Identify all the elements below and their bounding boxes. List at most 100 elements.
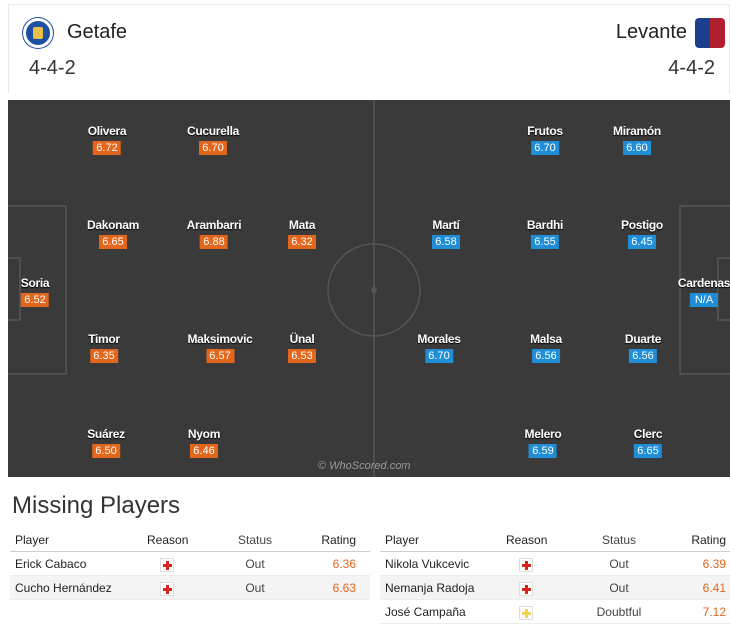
home-missing-table: Player Reason Status Rating Erick Cabaco… — [10, 528, 370, 600]
player-rating: 6.53 — [288, 349, 316, 363]
doubtful-icon — [519, 605, 533, 620]
player-name: Miramón — [613, 124, 661, 138]
player-rating: 6.59 — [528, 444, 557, 458]
table-row[interactable]: Nikola Vukcevic Out 6.39 — [380, 552, 730, 576]
column-header-status: Status — [601, 533, 637, 547]
column-header-reason: Reason — [506, 533, 548, 547]
player-rating: 6.52 — [20, 293, 49, 307]
player-name: Duarte — [624, 332, 662, 346]
missing-player-name[interactable]: Erick Cabaco — [15, 557, 87, 571]
player-name: Timor — [88, 332, 120, 346]
player-away[interactable]: Malsa 6.56 — [530, 332, 562, 364]
player-rating: 6.65 — [634, 444, 662, 458]
player-home[interactable]: Ünal 6.53 — [288, 332, 316, 364]
reason-cell — [511, 557, 541, 572]
team-header: Getafe 4-4-2 Levante 4-4-2 — [8, 4, 730, 94]
player-home[interactable]: Suárez 6.50 — [87, 427, 125, 459]
player-home[interactable]: Maksimovic 6.57 — [187, 332, 253, 364]
player-home[interactable]: Nyom 6.46 — [188, 427, 220, 459]
player-rating: 6.70 — [199, 141, 227, 155]
player-home[interactable]: Dakonam 6.65 — [87, 218, 139, 250]
player-name: Mata — [288, 218, 316, 232]
reason-cell — [152, 581, 182, 596]
player-home[interactable]: Mata 6.32 — [288, 218, 316, 250]
player-away[interactable]: Duarte 6.56 — [625, 332, 661, 364]
rating-cell: 6.63 — [332, 581, 356, 595]
player-away-gk[interactable]: Cardenas N/A — [678, 276, 730, 308]
column-header-player: Player — [385, 533, 420, 547]
status-cell: Out — [609, 581, 629, 595]
watermark: © WhoScored.com — [318, 460, 411, 472]
column-header-player: Player — [15, 533, 50, 547]
rating-cell: 6.39 — [702, 557, 726, 571]
table-row[interactable]: Nemanja Radoja Out 6.41 — [380, 576, 730, 600]
player-rating: 6.70 — [531, 141, 559, 155]
away-team-name[interactable]: Levante — [615, 21, 687, 43]
reason-cell — [511, 605, 541, 620]
player-home[interactable]: Timor 6.35 — [88, 332, 120, 364]
home-team-name[interactable]: Getafe — [67, 21, 128, 43]
table-header: Player Reason Status Rating — [10, 528, 370, 552]
column-header-status: Status — [237, 533, 273, 547]
player-away[interactable]: Frutos 6.70 — [527, 124, 563, 156]
player-name: Arambarri — [186, 218, 242, 232]
player-away[interactable]: Morales 6.70 — [417, 332, 461, 364]
missing-player-name[interactable]: Nemanja Radoja — [385, 581, 475, 595]
rating-cell: 7.12 — [702, 605, 726, 619]
column-header-rating: Rating — [691, 533, 726, 547]
player-rating: N/A — [689, 293, 718, 307]
player-away[interactable]: Miramón 6.60 — [613, 124, 661, 156]
player-name: Postigo — [621, 218, 663, 232]
player-home-gk[interactable]: Soria 6.52 — [21, 276, 50, 308]
player-home[interactable]: Cucurella 6.70 — [187, 124, 239, 156]
player-name: Frutos — [527, 124, 563, 138]
player-away[interactable]: Clerc 6.65 — [634, 427, 663, 459]
missing-player-name[interactable]: José Campaña — [385, 605, 466, 619]
getafe-crest-icon[interactable] — [23, 18, 53, 48]
injury-icon — [519, 557, 533, 572]
away-missing-table: Player Reason Status Rating Nikola Vukce… — [380, 528, 730, 624]
player-rating: 6.57 — [205, 349, 234, 363]
player-away[interactable]: Melero 6.59 — [525, 427, 562, 459]
player-rating: 6.70 — [424, 349, 453, 363]
player-name: Malsa — [530, 332, 562, 346]
player-rating: 6.35 — [90, 349, 118, 363]
missing-players-title: Missing Players — [12, 492, 181, 519]
player-name: Ünal — [289, 332, 315, 346]
levante-crest-icon[interactable] — [695, 18, 725, 48]
status-cell: Out — [245, 581, 265, 595]
rating-cell: 6.36 — [332, 557, 356, 571]
table-row[interactable]: José Campaña Doubtful 7.12 — [380, 600, 730, 624]
player-away[interactable]: Martí 6.58 — [432, 218, 460, 250]
player-rating: 6.56 — [629, 349, 657, 363]
player-home[interactable]: Olivera 6.72 — [88, 124, 127, 156]
injury-icon — [160, 581, 174, 596]
player-rating: 6.55 — [531, 235, 559, 249]
player-home[interactable]: Arambarri 6.88 — [187, 218, 242, 250]
player-name: Bardhi — [526, 218, 564, 232]
player-name: Morales — [417, 332, 461, 346]
player-name: Maksimovic — [187, 332, 253, 346]
table-header: Player Reason Status Rating — [380, 528, 730, 552]
table-row[interactable]: Erick Cabaco Out 6.36 — [10, 552, 370, 576]
player-name: Nyom — [187, 427, 221, 441]
player-rating: 6.88 — [199, 235, 228, 249]
player-name: Cardenas — [677, 276, 730, 290]
column-header-reason: Reason — [147, 533, 189, 547]
reason-cell — [152, 557, 182, 572]
table-row[interactable]: Cucho Hernández Out 6.63 — [10, 576, 370, 600]
status-cell: Out — [609, 557, 629, 571]
player-name: Soria — [20, 276, 50, 290]
missing-player-name[interactable]: Cucho Hernández — [15, 581, 112, 595]
injury-icon — [160, 557, 174, 572]
player-rating: 6.65 — [98, 235, 127, 249]
status-cell: Doubtful — [596, 605, 642, 619]
home-formation: 4-4-2 — [29, 57, 76, 79]
player-rating: 6.32 — [288, 235, 316, 249]
rating-cell: 6.41 — [702, 581, 726, 595]
player-rating: 6.72 — [93, 141, 121, 155]
missing-player-name[interactable]: Nikola Vukcevic — [385, 557, 470, 571]
player-away[interactable]: Postigo 6.45 — [621, 218, 663, 250]
player-away[interactable]: Bardhi 6.55 — [527, 218, 563, 250]
player-rating: 6.45 — [628, 235, 656, 249]
